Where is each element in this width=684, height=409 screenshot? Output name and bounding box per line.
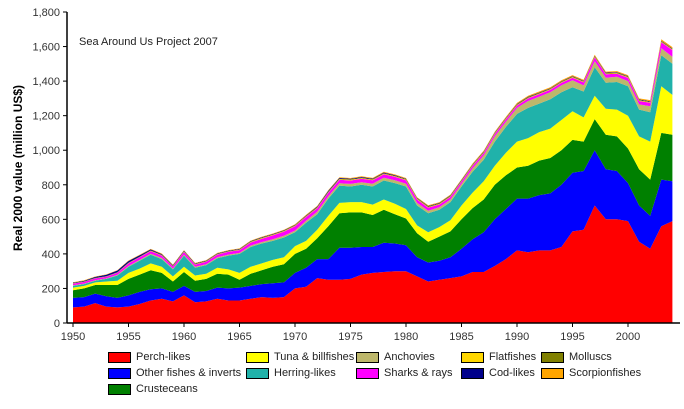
legend-swatch xyxy=(108,351,131,363)
y-tick-label: 1,800 xyxy=(32,7,60,19)
x-tick-label: 1950 xyxy=(61,331,85,343)
legend-label: Cod-likes xyxy=(489,367,535,379)
legend-item-sharks-rays: Sharks & rays xyxy=(356,365,452,381)
y-tick-label: 200 xyxy=(42,283,60,295)
legend-swatch xyxy=(356,367,379,379)
legend-item-anchovies: Anchovies xyxy=(356,349,435,365)
y-tick-label: 1,400 xyxy=(32,76,60,88)
y-tick-label: 400 xyxy=(42,249,60,261)
x-tick-label: 1965 xyxy=(227,331,251,343)
legend-swatch xyxy=(541,351,564,363)
x-tick-label: 1960 xyxy=(172,331,196,343)
chart-annotation: Sea Around Us Project 2007 xyxy=(79,36,218,48)
y-axis-title: Real 2000 value (million US$) xyxy=(11,85,25,251)
area-herring-likes xyxy=(73,55,673,288)
legend-item-cod-likes: Cod-likes xyxy=(461,365,535,381)
legend-label: Crusteceans xyxy=(136,383,198,395)
legend-swatch xyxy=(461,367,484,379)
legend-label: Flatfishes xyxy=(489,351,537,363)
y-tick-label: 1,000 xyxy=(32,145,60,157)
y-tick-label: 600 xyxy=(42,214,60,226)
legend-swatch xyxy=(541,367,564,379)
legend-label: Tuna & billfishes xyxy=(274,351,355,363)
legend-swatch xyxy=(108,367,131,379)
legend-item-scorpionfishes: Scorpionfishes xyxy=(541,365,641,381)
legend-swatch xyxy=(108,383,131,395)
legend-item-flatfishes: Flatfishes xyxy=(461,349,536,365)
chart-legend: Perch-likes Other fishes & inverts Crust… xyxy=(108,349,684,409)
area-crusteceans xyxy=(73,119,673,298)
area-perch-likes xyxy=(73,205,673,323)
x-tick-label: 1955 xyxy=(116,331,140,343)
x-tick-label: 2000 xyxy=(616,331,640,343)
area-layers xyxy=(73,39,673,323)
y-tick-label: 1,200 xyxy=(32,111,60,123)
area-scorpionfishes xyxy=(73,39,673,283)
legend-item-perch-likes: Perch-likes xyxy=(108,349,190,365)
legend-item-molluscs: Molluscs xyxy=(541,349,612,365)
x-tick-label: 1975 xyxy=(338,331,362,343)
legend-item-tuna: Tuna & billfishes xyxy=(246,349,354,365)
y-tick-label: 1,600 xyxy=(32,42,60,54)
x-tick-label: 1970 xyxy=(283,331,307,343)
x-axis-ticks: 1950 1955 1960 1965 1970 1975 1980 1985 1990 1995… xyxy=(61,323,640,343)
area-anchovies xyxy=(73,48,673,286)
legend-label: Scorpionfishes xyxy=(569,367,642,379)
x-tick-label: 1995 xyxy=(560,331,584,343)
legend-label: Molluscs xyxy=(569,351,612,363)
legend-item-crusteceans: Crusteceans xyxy=(108,381,198,397)
legend-label: Perch-likes xyxy=(136,351,191,363)
x-tick-label: 1980 xyxy=(394,331,418,343)
y-tick-label: 0 xyxy=(54,318,60,330)
legend-swatch xyxy=(246,367,269,379)
x-tick-label: 1990 xyxy=(505,331,529,343)
legend-swatch xyxy=(356,351,379,363)
legend-item-other-fishes: Other fishes & inverts xyxy=(108,365,241,381)
legend-label: Anchovies xyxy=(384,351,435,363)
legend-swatch xyxy=(246,351,269,363)
y-tick-label: 800 xyxy=(42,180,60,192)
legend-label: Other fishes & inverts xyxy=(136,367,242,379)
y-axis-ticks: 0 200 400 600 800 1,000 1,200 1,400 1,600 1,800 xyxy=(32,7,67,330)
legend-label: Sharks & rays xyxy=(384,367,453,379)
legend-swatch xyxy=(461,351,484,363)
area-other-fishes-inverts xyxy=(73,150,673,308)
area-sharks-rays xyxy=(73,42,673,286)
legend-label: Herring-likes xyxy=(274,367,336,379)
legend-item-herring-likes: Herring-likes xyxy=(246,365,336,381)
x-tick-label: 1985 xyxy=(449,331,473,343)
area-cod-likes xyxy=(73,40,673,284)
